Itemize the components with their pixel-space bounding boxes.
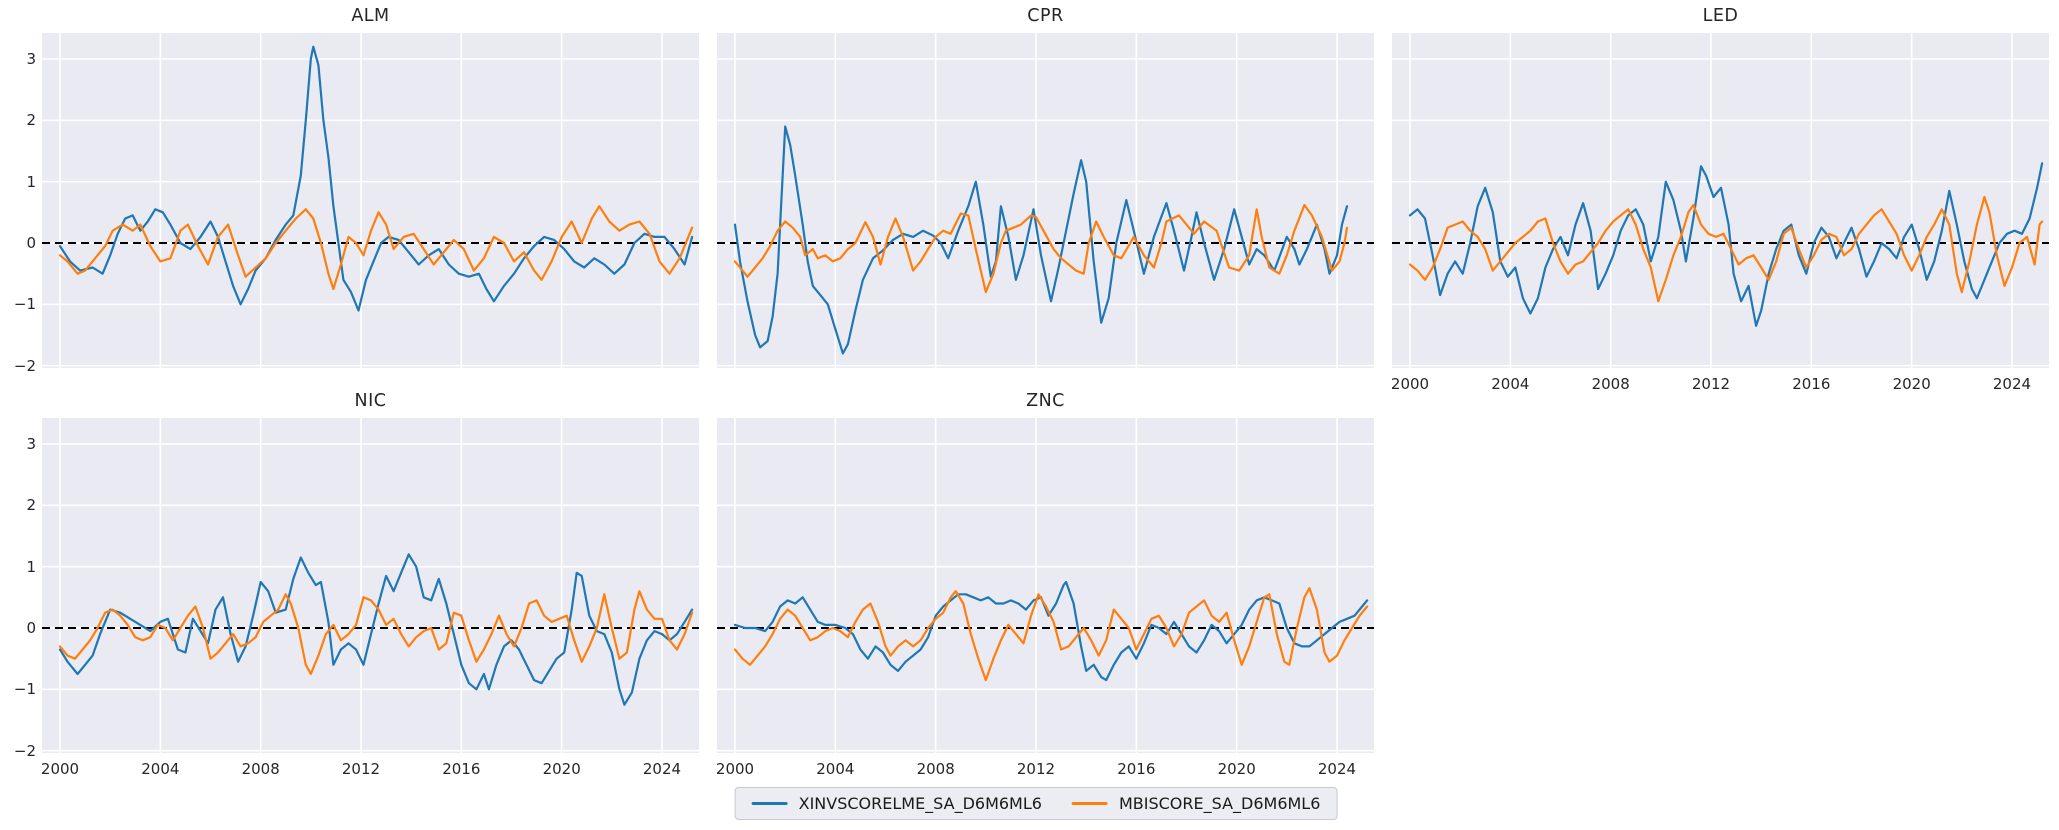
line-chart-led xyxy=(1392,33,2049,368)
panel-alm: ALM 3 2 1 0 −1 −2 xyxy=(14,6,699,375)
series-line xyxy=(733,587,1369,682)
series-line xyxy=(1408,162,2044,327)
panel-cpr: CPR xyxy=(717,6,1374,368)
series-line xyxy=(733,580,1369,682)
x-tick-label: 2024 xyxy=(1317,760,1357,778)
legend-line-swatch-orange xyxy=(1071,802,1108,805)
x-tick-label: 2000 xyxy=(715,760,755,778)
y-tick-label: −2 xyxy=(13,741,36,760)
legend-label: XINVSCORELME_SA_D6M6ML6 xyxy=(798,794,1042,813)
legend-line-swatch-blue xyxy=(751,802,788,805)
x-tick-label: 2020 xyxy=(542,760,581,778)
y-tick-label: −2 xyxy=(13,356,36,375)
legend-entry-mbiscore: MBISCORE_SA_D6M6ML6 xyxy=(1071,794,1321,813)
series-line xyxy=(58,205,694,291)
x-tick-label: 2012 xyxy=(1016,760,1056,778)
line-chart-znc xyxy=(717,418,1374,753)
line-chart-cpr xyxy=(717,33,1374,368)
panel-title-cpr: CPR xyxy=(1027,6,1064,26)
panel-led: LED 2000 2004 2008 2012 2016 2020 2024 xyxy=(1391,6,2049,393)
y-tick-label: 0 xyxy=(26,619,36,637)
series-line xyxy=(733,203,1349,294)
panel-title-znc: ZNC xyxy=(1026,391,1065,411)
line-chart-alm xyxy=(42,33,699,368)
panel-title-alm: ALM xyxy=(351,6,390,26)
x-tick-label: 2012 xyxy=(1691,375,1731,393)
x-tick-label: 2024 xyxy=(642,760,682,778)
series-line xyxy=(733,125,1349,355)
series-line xyxy=(58,553,694,706)
series-line xyxy=(1408,195,2044,303)
x-tick-label: 2016 xyxy=(442,760,481,778)
x-tick-label: 2024 xyxy=(1992,375,2032,393)
x-tick-label: 2012 xyxy=(341,760,381,778)
y-tick-label: 1 xyxy=(26,172,36,191)
legend-entry-xinvscorelme: XINVSCORELME_SA_D6M6ML6 xyxy=(751,794,1042,813)
x-tick-label: 2020 xyxy=(1892,375,1931,393)
panel-nic: NIC 3 2 1 0 −1 −2 2000 2004 2008 2012 2016 2020 2024 xyxy=(14,391,699,778)
y-tick-label: 3 xyxy=(26,50,36,68)
x-tick-label: 2008 xyxy=(241,760,280,778)
legend-label: MBISCORE_SA_D6M6ML6 xyxy=(1118,794,1321,813)
panel-title-led: LED xyxy=(1702,6,1739,26)
x-tick-label: 2008 xyxy=(1591,375,1630,393)
x-tick-label: 2004 xyxy=(1491,375,1530,393)
x-tick-label: 2000 xyxy=(1390,375,1430,393)
y-tick-label: −1 xyxy=(13,680,36,699)
y-tick-label: 3 xyxy=(26,435,36,453)
y-tick-label: 0 xyxy=(26,234,36,252)
series-line xyxy=(58,45,694,312)
y-tick-label: 2 xyxy=(26,111,36,130)
panel-znc: ZNC 2000 2004 2008 2012 2016 2020 2024 xyxy=(716,391,1374,778)
x-tick-label: 2004 xyxy=(816,760,855,778)
x-tick-label: 2008 xyxy=(916,760,955,778)
panel-title-nic: NIC xyxy=(354,391,387,411)
line-chart-nic xyxy=(42,418,699,753)
series-line xyxy=(58,590,694,676)
x-tick-label: 2004 xyxy=(141,760,180,778)
x-tick-label: 2020 xyxy=(1217,760,1256,778)
y-tick-label: 1 xyxy=(26,557,36,576)
y-tick-label: 2 xyxy=(26,496,36,515)
x-tick-label: 2016 xyxy=(1117,760,1156,778)
legend: XINVSCORELME_SA_D6M6ML6 MBISCORE_SA_D6M6… xyxy=(734,787,1338,820)
x-tick-label: 2016 xyxy=(1792,375,1831,393)
y-tick-label: −1 xyxy=(13,295,36,314)
x-tick-label: 2000 xyxy=(40,760,80,778)
